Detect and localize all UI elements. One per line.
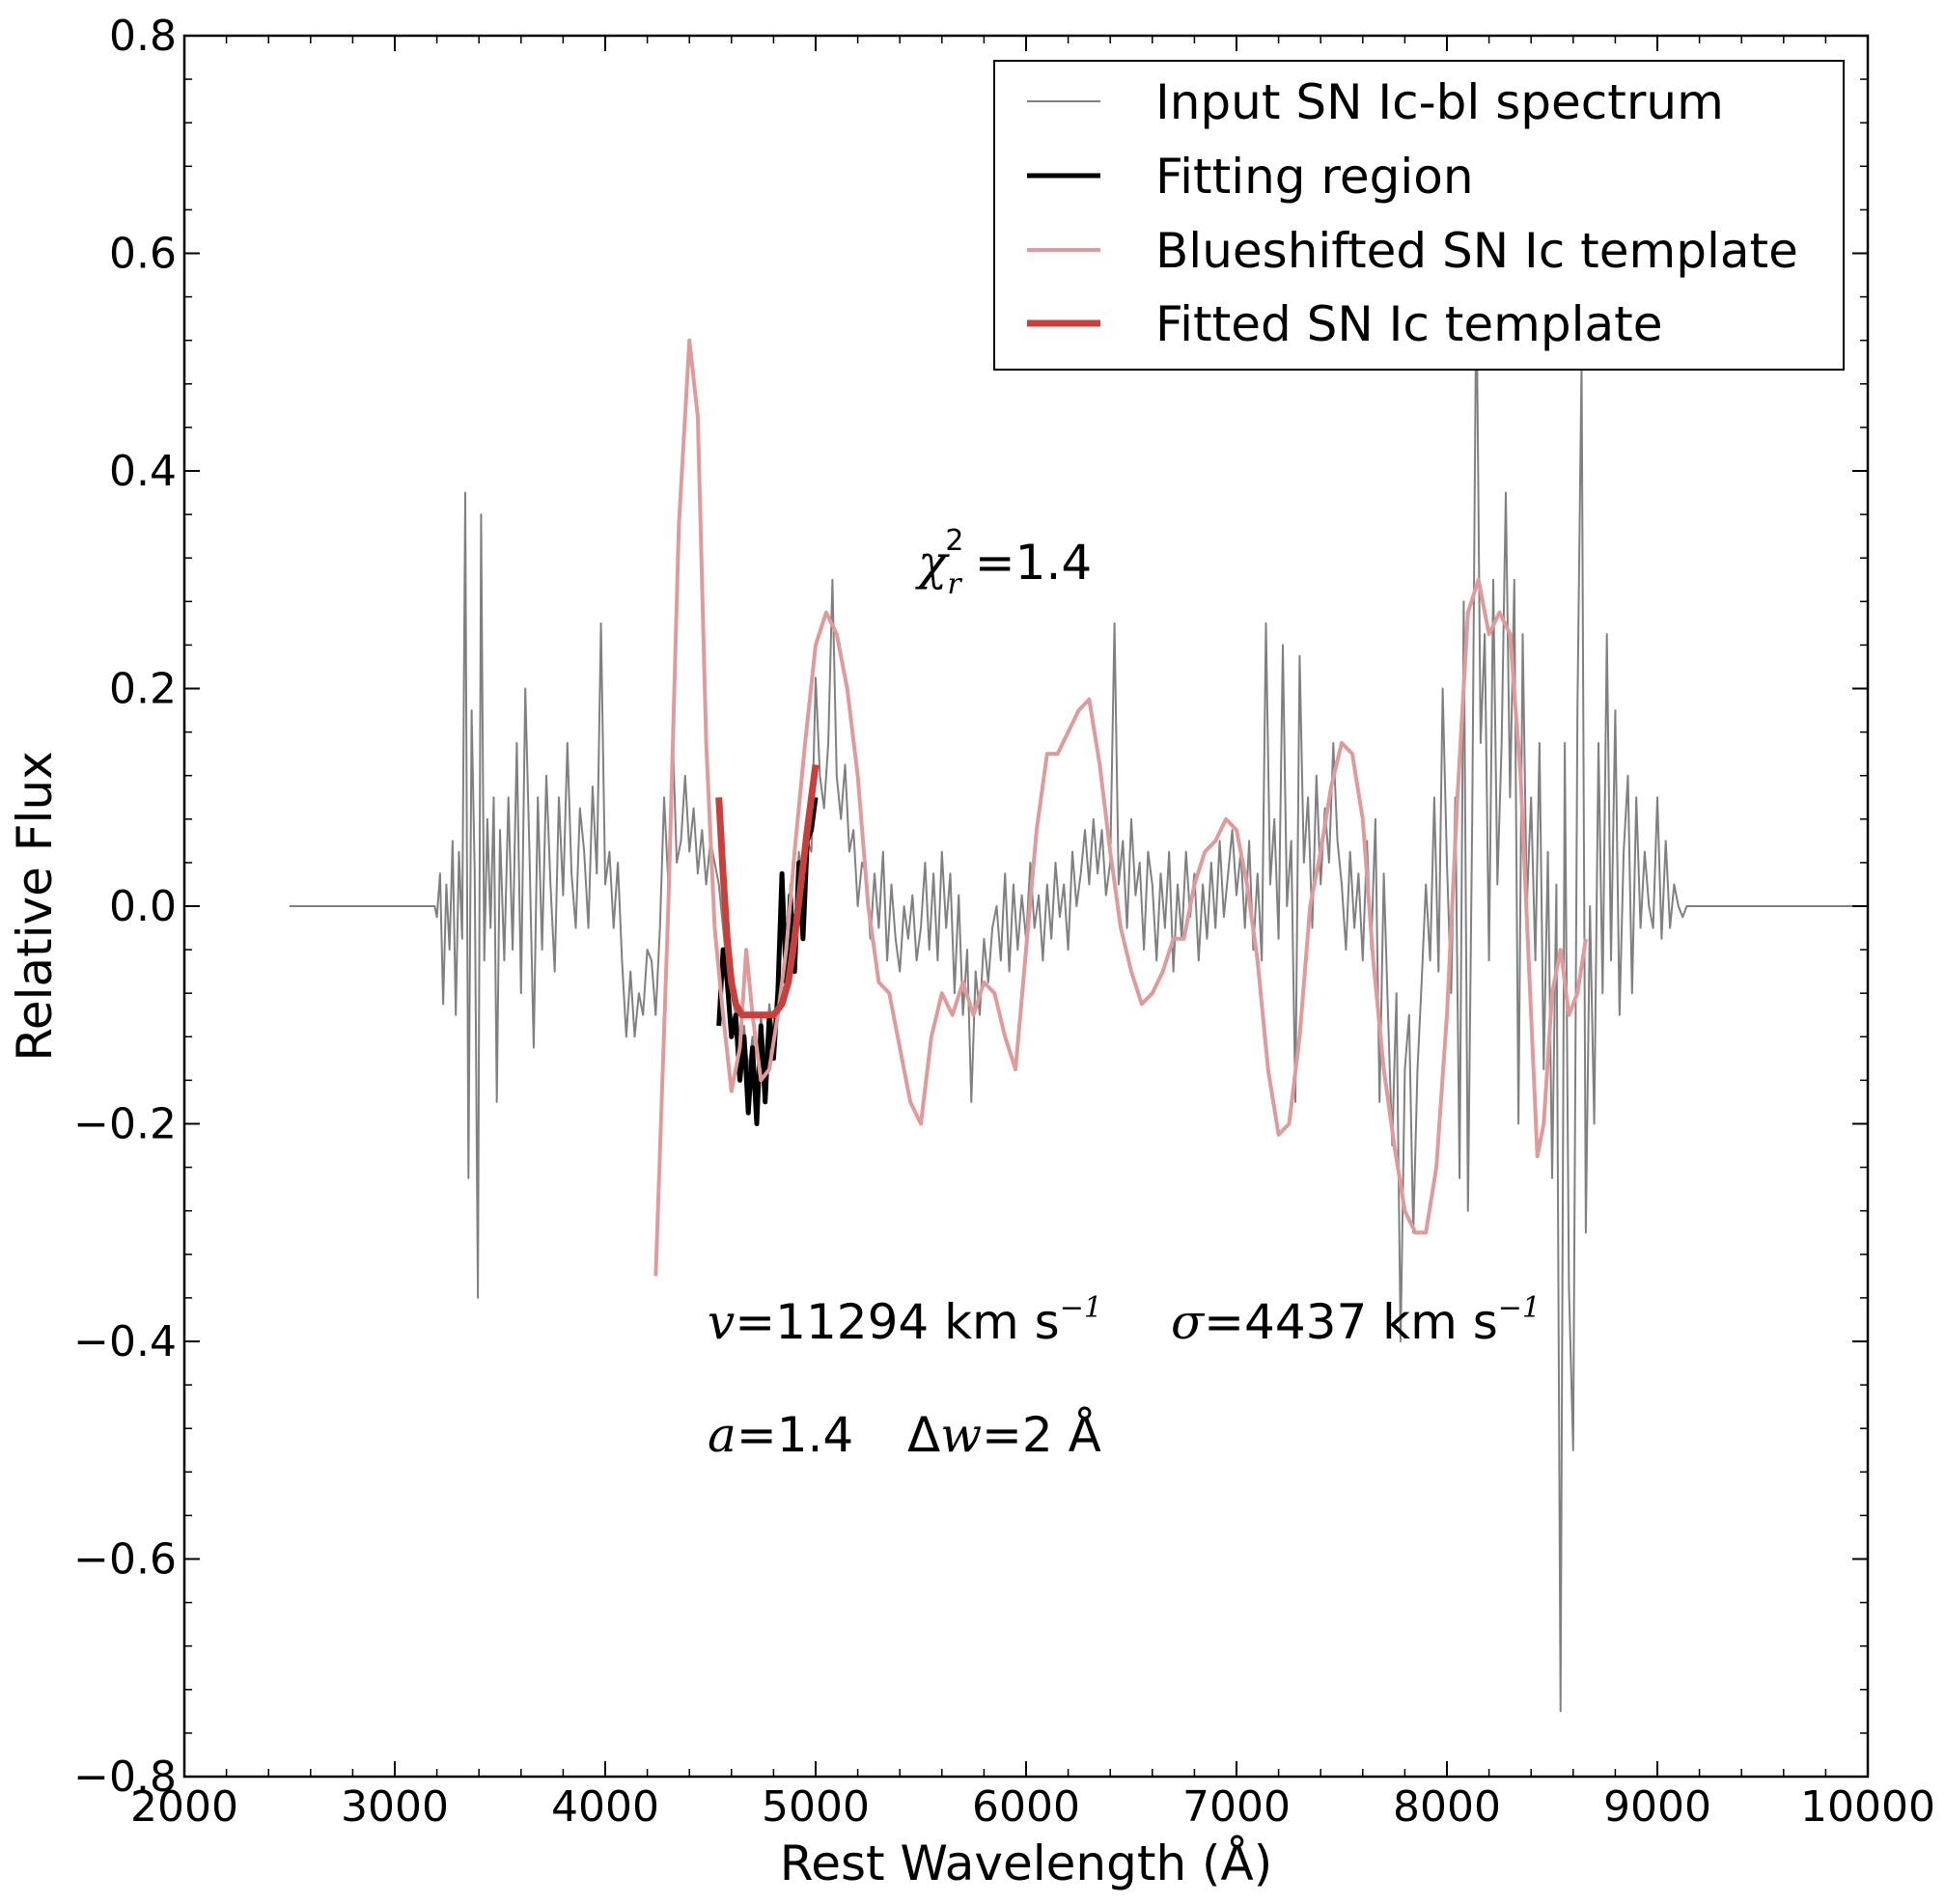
- w-symbol: w: [940, 1407, 982, 1463]
- y-tick-label: −0.2: [73, 1100, 177, 1149]
- x-tick-label: 4000: [551, 1782, 659, 1832]
- series-line-3: [653, 338, 1588, 1277]
- sigma-value: =4437 km s: [1204, 1294, 1498, 1350]
- legend-box: [993, 60, 1845, 371]
- v-symbol: v: [708, 1294, 735, 1350]
- x-tick-label: 5000: [762, 1782, 870, 1832]
- delta-symbol: Δ: [907, 1407, 940, 1463]
- chi-sub: r: [947, 567, 962, 601]
- x-tick-label: 10000: [1800, 1782, 1935, 1832]
- y-tick-label: 0.2: [109, 665, 177, 714]
- ticks-layer: 2000 3000 4000 5000 6000 7000 8000 9000 10000 −0.…: [73, 12, 1935, 1832]
- chi-sup: 2: [945, 524, 963, 558]
- series-line-1: [290, 274, 1868, 1713]
- y-tick-label: −0.6: [73, 1535, 177, 1585]
- velocity-annotation: v=11294 km s−1: [708, 1291, 1102, 1350]
- y-tick-label: 0.0: [109, 882, 177, 931]
- sigma-annotation: σ=4437 km s−1: [1171, 1291, 1541, 1350]
- legend-label-blueshifted: Blueshifted SN Ic template: [1155, 223, 1798, 279]
- sigma-exp: −1: [1498, 1291, 1541, 1325]
- legend-label-input: Input SN Ic-bl spectrum: [1155, 74, 1724, 130]
- a-annotation: a=1.4: [708, 1407, 853, 1463]
- a-value: =1.4: [736, 1407, 853, 1463]
- chi-symbol: χ: [915, 535, 950, 591]
- a-symbol: a: [708, 1407, 736, 1463]
- dw-value: =2 Å: [982, 1407, 1101, 1463]
- x-tick-label: 7000: [1182, 1782, 1291, 1832]
- chi-squared-annotation: χ2 r =1.4: [915, 524, 1092, 601]
- y-tick-label: 0.6: [109, 230, 177, 279]
- y-tick-label: −0.4: [73, 1317, 177, 1366]
- series-line-4: [715, 763, 820, 1019]
- series-layer: [290, 274, 1868, 1713]
- legend-label-fitting: Fitting region: [1155, 149, 1474, 205]
- y-axis-title: Relative Flux: [7, 751, 63, 1061]
- y-tick-label: −0.8: [73, 1752, 177, 1802]
- v-exp: −1: [1060, 1291, 1102, 1325]
- v-value: =11294 km s: [735, 1294, 1059, 1350]
- x-tick-label: 8000: [1393, 1782, 1501, 1832]
- y-tick-label: 0.4: [109, 447, 177, 496]
- delta-w-annotation: Δw=2 Å: [907, 1407, 1101, 1463]
- legend-label-fitted: Fitted SN Ic template: [1155, 296, 1663, 352]
- x-axis-title: Rest Wavelength (Å): [780, 1835, 1273, 1891]
- y-tick-label: 0.8: [109, 12, 177, 61]
- x-tick-label: 9000: [1603, 1782, 1711, 1832]
- x-tick-label: 3000: [341, 1782, 449, 1832]
- legend: Input SN Ic-bl spectrum Fitting region B…: [993, 60, 1845, 371]
- sigma-symbol: σ: [1171, 1294, 1206, 1350]
- chi-value: =1.4: [975, 535, 1092, 591]
- x-tick-label: 2000: [130, 1782, 238, 1832]
- x-tick-label: 6000: [972, 1782, 1080, 1832]
